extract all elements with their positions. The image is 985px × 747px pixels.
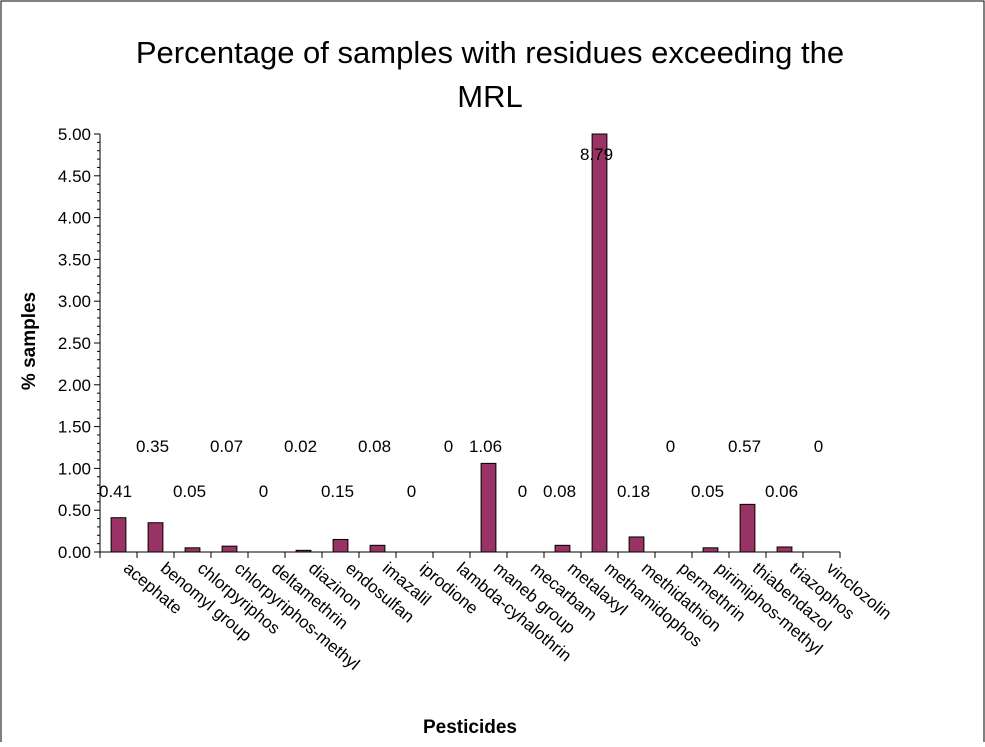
data-label: 0.06 bbox=[765, 482, 798, 501]
bar bbox=[184, 547, 201, 553]
y-tick-label: 1.00 bbox=[58, 459, 91, 478]
y-tick-label: 3.50 bbox=[58, 250, 91, 269]
data-label: 0 bbox=[666, 437, 675, 456]
chart-title-line-2: MRL bbox=[457, 79, 522, 114]
y-tick-label: 2.00 bbox=[58, 376, 91, 395]
data-label: 0.05 bbox=[691, 482, 724, 501]
bar bbox=[147, 522, 164, 553]
bar bbox=[369, 544, 386, 553]
bar bbox=[221, 545, 238, 553]
bar bbox=[554, 544, 571, 553]
y-tick-label: 5.00 bbox=[58, 125, 91, 144]
data-label: 0.07 bbox=[210, 437, 243, 456]
bar bbox=[591, 133, 608, 553]
data-label: 0.08 bbox=[543, 482, 576, 501]
y-tick-label: 0.50 bbox=[58, 501, 91, 520]
data-label: 1.06 bbox=[469, 437, 502, 456]
y-tick-label: 4.00 bbox=[58, 209, 91, 228]
data-label: 0.41 bbox=[99, 482, 132, 501]
data-label: 0.57 bbox=[728, 437, 761, 456]
data-label: 0 bbox=[444, 437, 453, 456]
data-label: 0 bbox=[814, 437, 823, 456]
data-label: 0.18 bbox=[617, 482, 650, 501]
data-label: 0.02 bbox=[284, 437, 317, 456]
data-label: 0 bbox=[518, 482, 527, 501]
y-tick-label: 3.00 bbox=[58, 292, 91, 311]
x-axis-title: Pesticides bbox=[423, 717, 517, 738]
bar bbox=[480, 462, 497, 553]
y-tick-label: 4.50 bbox=[58, 167, 91, 186]
y-tick-label: 1.50 bbox=[58, 418, 91, 437]
data-label: 0 bbox=[259, 482, 268, 501]
data-label: 0.08 bbox=[358, 437, 391, 456]
bar bbox=[332, 538, 349, 553]
y-tick-label: 0.00 bbox=[58, 543, 91, 562]
y-axis-title: % samples bbox=[19, 292, 40, 390]
bar bbox=[628, 536, 645, 553]
chart-title-line-1: Percentage of samples with residues exce… bbox=[136, 35, 844, 70]
bar bbox=[295, 549, 312, 553]
bar bbox=[702, 547, 719, 553]
data-label: 0 bbox=[407, 482, 416, 501]
data-label: 0.35 bbox=[136, 437, 169, 456]
bar bbox=[739, 503, 756, 553]
data-label: 0.15 bbox=[321, 482, 354, 501]
bar bbox=[776, 546, 793, 553]
y-tick-label: 2.50 bbox=[58, 334, 91, 353]
bar bbox=[110, 517, 127, 553]
data-label: 8.79 bbox=[580, 145, 613, 164]
data-label: 0.05 bbox=[173, 482, 206, 501]
